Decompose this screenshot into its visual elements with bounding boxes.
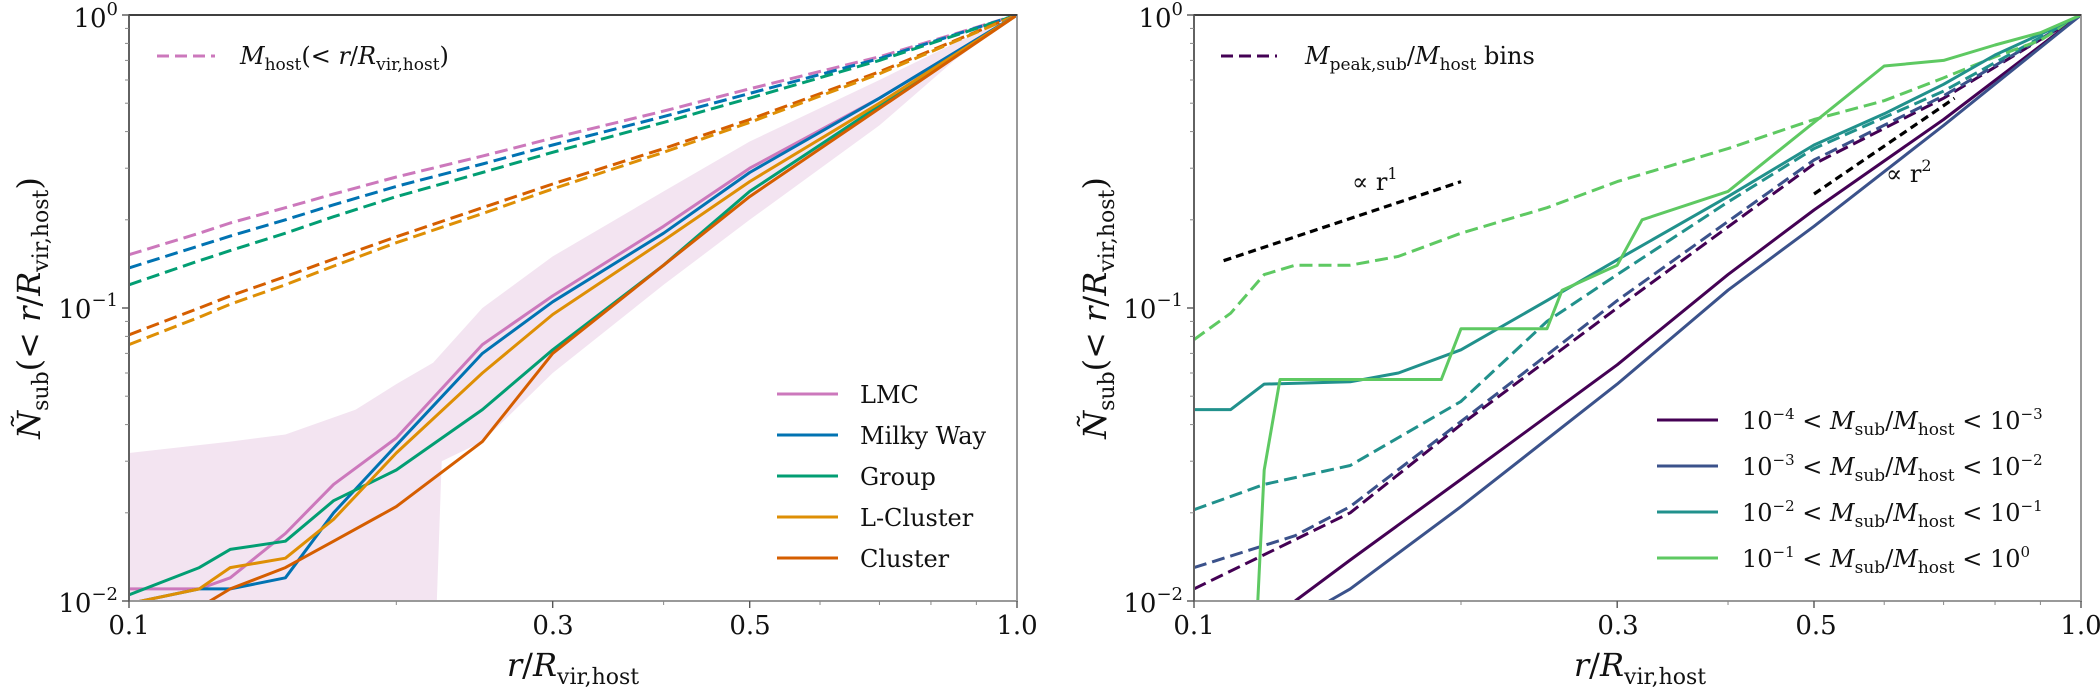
series-l-cluster-line bbox=[134, 15, 1017, 601]
series-m-peak-bin-10-4-10-3-dashed bbox=[1194, 15, 2081, 591]
legend-item-bin-1: 10−4 < Msub/Mhost < 10−3 bbox=[1657, 405, 2043, 440]
legend-item-l-cluster: L-Cluster bbox=[777, 504, 974, 532]
left-top-legend: Mhost(< r/Rvir,host) bbox=[157, 42, 449, 75]
annotation-r2: ∝ r2 bbox=[1886, 156, 1932, 188]
series-10-3-m-sub-m-host-10-2-line bbox=[1328, 15, 2081, 601]
left-xtick-label-3: 1.0 bbox=[996, 611, 1037, 641]
left-xtick-label-2: 0.5 bbox=[729, 611, 770, 641]
right-xtick-label-3: 1.0 bbox=[2060, 611, 2100, 641]
right-ytick-label-1: 10−1 bbox=[1123, 290, 1183, 325]
legend-label-cluster: Cluster bbox=[860, 545, 950, 573]
series-group-line bbox=[129, 15, 1017, 597]
left-series-group bbox=[129, 15, 1017, 601]
legend-label-bin-4: 10−1 < Msub/Mhost < 100 bbox=[1742, 543, 2030, 578]
left-xtick-label-0: 0.1 bbox=[108, 611, 149, 641]
series-m-peak-bin-10-2-10-1-dashed bbox=[1194, 15, 2081, 512]
right-ytick-label-0: 10−2 bbox=[1123, 584, 1183, 619]
series-milky-way-line bbox=[134, 15, 1017, 601]
right-ylabel: Ñsub(< r/Rvir,host) bbox=[1076, 177, 1120, 440]
powerlaw-guide-line-1 bbox=[1223, 180, 1462, 263]
right-xtick-label-2: 0.5 bbox=[1795, 611, 1836, 641]
right-ytick-label-2: 100 bbox=[1138, 0, 1183, 34]
legend-item-group: Group bbox=[777, 463, 936, 491]
series-milky-way-host-mass-dashed bbox=[129, 15, 1017, 270]
series-m-peak-bin-10-1-10-0-dashed bbox=[1194, 15, 2081, 341]
annotation-r1: ∝ r1 bbox=[1352, 164, 1398, 196]
powerlaw-guide-line-2 bbox=[1813, 96, 1956, 196]
legend-item-bin-3: 10−2 < Msub/Mhost < 10−1 bbox=[1657, 497, 2043, 532]
left-ytick-label-2: 100 bbox=[73, 0, 118, 34]
legend-label-group: Group bbox=[860, 463, 936, 491]
left-ylabel: Ñsub(< r/Rvir,host) bbox=[10, 177, 54, 440]
right-panel: 10−2 10−1 100 0.1 0.3 0.5 1.0 r/Rvir,hos… bbox=[1076, 0, 2100, 687]
series-group-host-mass-dashed bbox=[129, 15, 1017, 287]
legend-label-lmc: LMC bbox=[860, 381, 919, 409]
right-series-group bbox=[1194, 15, 2081, 601]
right-powerlaw-lines bbox=[1223, 96, 1956, 263]
series-10-1-m-sub-m-host-10-0-line bbox=[1256, 15, 2081, 601]
series-cluster-host-mass-dashed bbox=[129, 15, 1017, 337]
left-legend: LMC Milky Way Group L-Cluster Cluster bbox=[777, 381, 987, 573]
left-ytick-label-1: 10−1 bbox=[58, 290, 118, 325]
series-10-2-m-sub-m-host-10-1-line bbox=[1194, 15, 2081, 412]
left-ticks bbox=[122, 14, 1018, 608]
left-xlabel: r/Rvir,host bbox=[507, 646, 639, 687]
legend-host-mass-label: Mhost(< r/Rvir,host) bbox=[239, 42, 449, 75]
series-l-cluster-host-mass-dashed bbox=[129, 15, 1017, 346]
right-legend: 10−4 < Msub/Mhost < 10−3 10−3 < Msub/Mho… bbox=[1657, 405, 2043, 578]
legend-item-milky-way: Milky Way bbox=[777, 422, 987, 450]
series-m-peak-bin-10-3-10-2-dashed bbox=[1194, 15, 2081, 570]
legend-label-bin-1: 10−4 < Msub/Mhost < 10−3 bbox=[1742, 405, 2043, 440]
legend-item-lmc: LMC bbox=[777, 381, 919, 409]
legend-label-milky-way: Milky Way bbox=[860, 422, 987, 450]
right-xtick-label-1: 0.3 bbox=[1597, 611, 1638, 641]
legend-item-bin-4: 10−1 < Msub/Mhost < 100 bbox=[1657, 543, 2030, 578]
left-ytick-label-0: 10−2 bbox=[58, 584, 118, 619]
series-10-4-m-sub-m-host-10-3-line bbox=[1294, 15, 2081, 601]
right-xtick-label-0: 0.1 bbox=[1173, 611, 1214, 641]
legend-item-cluster: Cluster bbox=[777, 545, 950, 573]
legend-mpeak-bins-label: Mpeak,sub/Mhost bins bbox=[1304, 42, 1535, 75]
series-lmc-line bbox=[129, 15, 1017, 591]
legend-label-l-cluster: L-Cluster bbox=[860, 504, 974, 532]
left-panel: 10−2 10−1 100 0.1 0.3 0.5 1.0 r/Rvir,hos… bbox=[10, 0, 1038, 687]
legend-label-bin-3: 10−2 < Msub/Mhost < 10−1 bbox=[1742, 497, 2043, 532]
right-top-legend: Mpeak,sub/Mhost bins bbox=[1221, 42, 1535, 75]
legend-item-bin-2: 10−3 < Msub/Mhost < 10−2 bbox=[1657, 451, 2043, 486]
right-ticks bbox=[1187, 14, 2082, 608]
series-cluster-line bbox=[207, 15, 1017, 601]
left-xtick-label-1: 0.3 bbox=[532, 611, 573, 641]
right-xlabel: r/Rvir,host bbox=[1574, 646, 1706, 687]
legend-label-bin-2: 10−3 < Msub/Mhost < 10−2 bbox=[1742, 451, 2043, 486]
series-lmc-host-mass-dashed bbox=[129, 15, 1017, 257]
